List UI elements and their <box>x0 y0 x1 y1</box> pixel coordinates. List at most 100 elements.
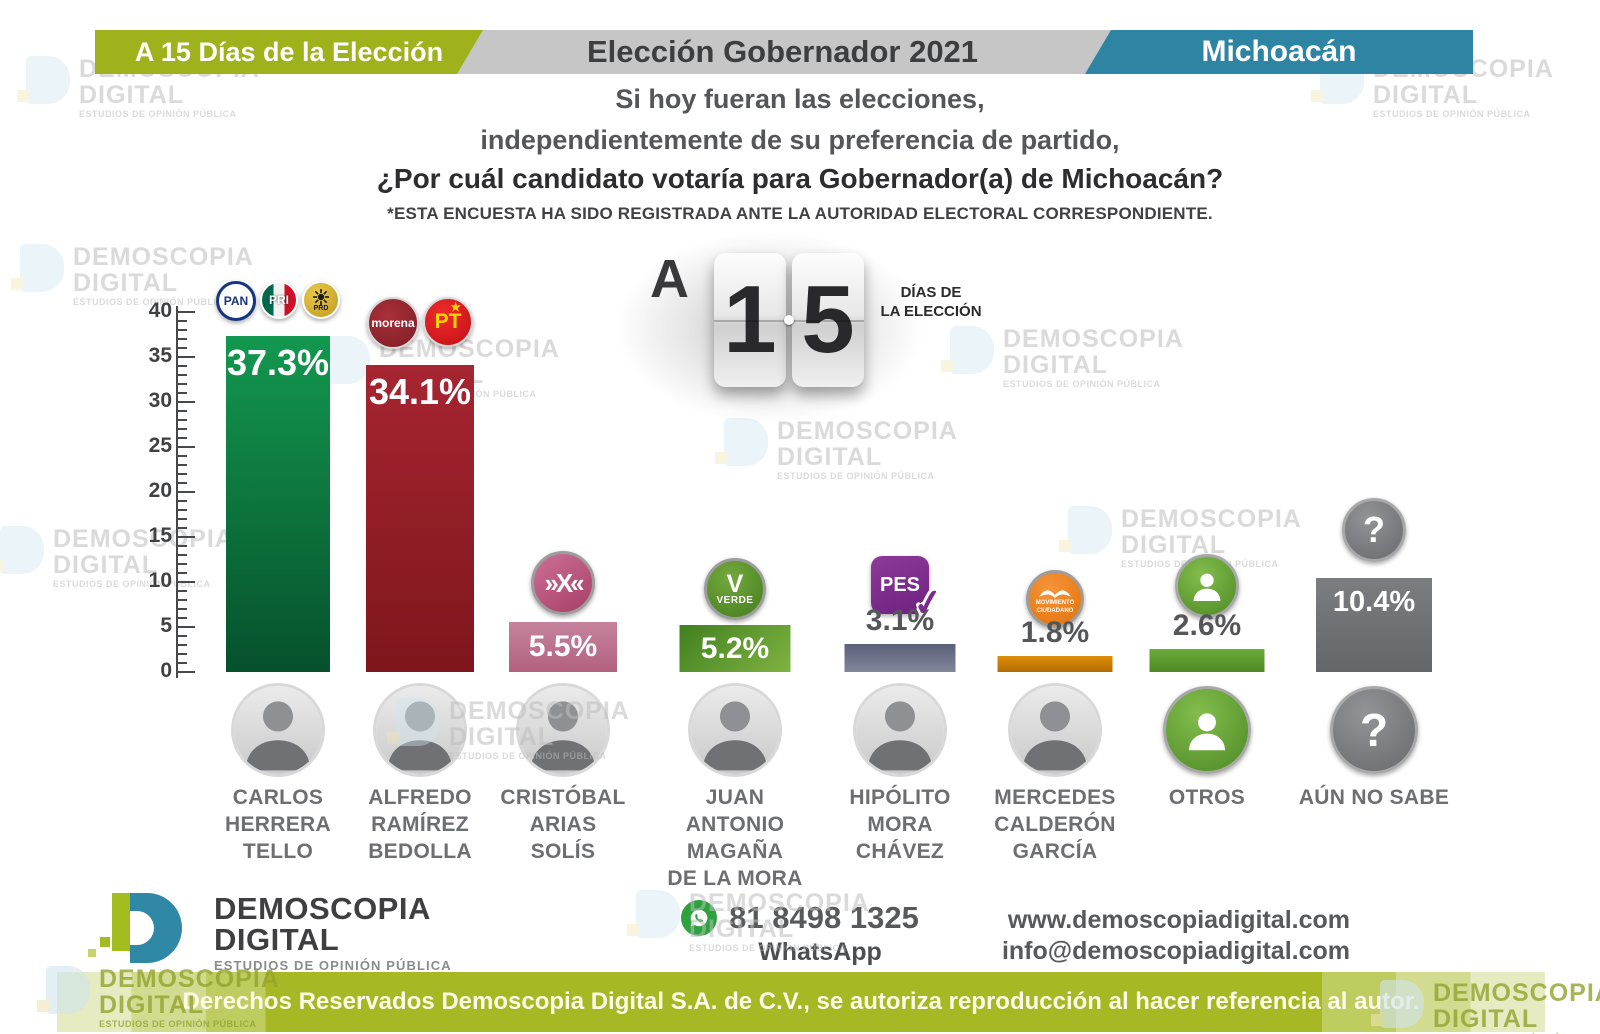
bar-mora <box>844 644 956 672</box>
y-axis-minor-tick <box>177 662 187 664</box>
candidate-column-herrera: PAN PRI PRD 37.3% CARLOS HERRERA TELLO <box>188 0 368 1034</box>
bar-value-label: 34.1% <box>368 371 472 412</box>
y-axis-minor-tick <box>177 347 187 349</box>
y-axis-major-tick <box>177 626 195 628</box>
y-axis-major-tick <box>177 491 195 493</box>
y-axis-minor-tick <box>177 500 187 502</box>
whatsapp-icon <box>681 900 718 936</box>
whatsapp-contact: 81 8498 1325 WhatsApp <box>660 900 940 967</box>
y-axis-tick-label: 35 <box>148 344 172 367</box>
y-axis-minor-tick <box>177 428 187 430</box>
aun-no-sabe-question-icon: ? <box>1330 686 1418 774</box>
bar-value-label: 5.2% <box>700 631 770 665</box>
pes-logo-icon: PES ✓ <box>871 556 946 625</box>
y-axis-major-tick <box>177 536 195 538</box>
y-axis-minor-tick <box>177 644 187 646</box>
candidate-column-mora: PES ✓ 3.1% HIPÓLITO MORA CHÁVEZ <box>810 0 990 1034</box>
column-otros: 2.6% OTROS <box>1117 0 1297 1034</box>
y-axis-major-tick <box>177 401 195 403</box>
bar-value-label: 10.4% <box>1332 586 1416 618</box>
bar-value-label: 2.6% <box>1172 609 1242 642</box>
fuerza-por-mexico-logo-icon: »X« <box>531 551 595 615</box>
otros-person-icon <box>1163 686 1251 774</box>
countdown-caption: DÍAS DE LA ELECCIÓN <box>880 284 982 320</box>
y-axis-minor-tick <box>177 383 187 385</box>
partido-verde-logo-icon: V VERDE <box>704 558 766 620</box>
movimiento-ciudadano-logo-icon: MOVIMIENTO CIUDADANO <box>1026 570 1084 628</box>
bar-arias: 5.5% <box>509 622 617 672</box>
bar-calderon <box>997 656 1113 672</box>
candidate-name: CRISTÓBAL ARIAS SOLÍS <box>500 786 626 863</box>
y-axis-minor-tick <box>177 320 187 322</box>
y-axis-tick-label: 0 <box>160 659 172 682</box>
candidate-name: HIPÓLITO MORA CHÁVEZ <box>849 786 951 863</box>
question-mark-icon: ? <box>1342 498 1406 562</box>
y-axis-tick-label: 40 <box>148 299 172 322</box>
bar-value-label: 37.3% <box>226 342 330 383</box>
header-right-badge: Michoacán <box>1085 30 1473 74</box>
contact-links: www.demoscopiadigital.com info@demoscopi… <box>1002 905 1350 967</box>
demoscopia-logo <box>88 893 200 965</box>
y-axis-minor-tick <box>177 437 187 439</box>
column-aun-no-sabe: ? 10.4% ? AÚN NO SABE <box>1284 0 1464 1034</box>
y-axis-minor-tick <box>177 599 187 601</box>
brand-text: DEMOSCOPIA DIGITAL ESTUDIOS DE OPINIÓN P… <box>214 891 452 973</box>
candidate-column-arias: »X« 5.5% CRISTÓBAL ARIAS SOLÍS <box>473 0 653 1034</box>
y-axis-minor-tick <box>177 464 187 466</box>
y-axis-tick-label: 25 <box>148 434 172 457</box>
bar-value-label: 1.8% <box>1020 616 1090 649</box>
y-axis-minor-tick <box>177 374 187 376</box>
candidate-name: MERCEDES CALDERÓN GARCÍA <box>994 786 1116 863</box>
y-axis-minor-tick <box>177 518 187 520</box>
website-link: www.demoscopiadigital.com <box>1007 906 1350 934</box>
bar-ramirez: 34.1% <box>366 365 474 672</box>
category-label: AÚN NO SABE <box>1298 786 1450 809</box>
y-axis-minor-tick <box>177 455 187 457</box>
survey-disclaimer: *ESTA ENCUESTA HA SIDO REGISTRADA ANTE L… <box>387 204 1213 223</box>
email-link: info@demoscopiadigital.com <box>1001 937 1350 965</box>
y-axis-minor-tick <box>177 635 187 637</box>
flip-card-1: 1 <box>714 253 786 387</box>
candidate-photo-ramirez <box>376 686 464 774</box>
y-axis-minor-tick <box>177 509 187 511</box>
y-axis-tick-label: 30 <box>148 389 172 412</box>
eagle-icon <box>1039 590 1071 599</box>
y-axis-minor-tick <box>177 545 187 547</box>
y-axis-minor-tick <box>177 338 187 340</box>
y-axis-major-tick <box>177 581 195 583</box>
candidate-column-calderon: MOVIMIENTO CIUDADANO 1.8% MERCEDES CALDER… <box>965 0 1145 1034</box>
copyright-bar: Derechos Reservados Demoscopia Digital S… <box>57 972 1545 1032</box>
y-axis-minor-tick <box>177 608 187 610</box>
whatsapp-number: 81 8498 1325 <box>729 900 919 935</box>
watermark-d-icon <box>0 526 44 574</box>
candidate-photo-herrera <box>234 686 322 774</box>
days-badge-label: A 15 Días de la Elección <box>134 36 444 67</box>
candidate-photo-arias <box>519 686 607 774</box>
candidate-photo-mora <box>856 686 944 774</box>
y-axis-major-tick <box>177 311 195 313</box>
y-axis-minor-tick <box>177 617 187 619</box>
y-axis-minor-tick <box>177 572 187 574</box>
category-label: OTROS <box>1168 786 1246 809</box>
y-axis-minor-tick <box>177 590 187 592</box>
page-title: Elección Gobernador 2021 <box>586 34 979 69</box>
morena-logo-icon: morena <box>367 297 419 349</box>
whatsapp-label: WhatsApp <box>758 938 882 966</box>
bar-otros <box>1149 649 1265 672</box>
header-left-badge: A 15 Días de la Elección <box>95 30 483 74</box>
y-axis-minor-tick <box>177 419 187 421</box>
y-axis-major-tick <box>177 446 195 448</box>
y-axis-minor-tick <box>177 365 187 367</box>
state-badge-label: Michoacán <box>1201 35 1357 68</box>
bar-herrera: 37.3% <box>226 336 330 672</box>
y-axis-minor-tick <box>177 554 187 556</box>
bar-magana: 5.2% <box>679 625 791 672</box>
flip-card-2: 5 <box>792 253 864 387</box>
pan-logo-icon: PAN <box>216 281 256 321</box>
y-axis-major-tick <box>177 356 195 358</box>
candidate-name: CARLOS HERRERA TELLO <box>225 786 331 863</box>
bar-aun-no-sabe: 10.4% <box>1316 578 1432 672</box>
y-axis-minor-tick <box>177 482 187 484</box>
pt-star-icon: ★ <box>450 300 461 314</box>
